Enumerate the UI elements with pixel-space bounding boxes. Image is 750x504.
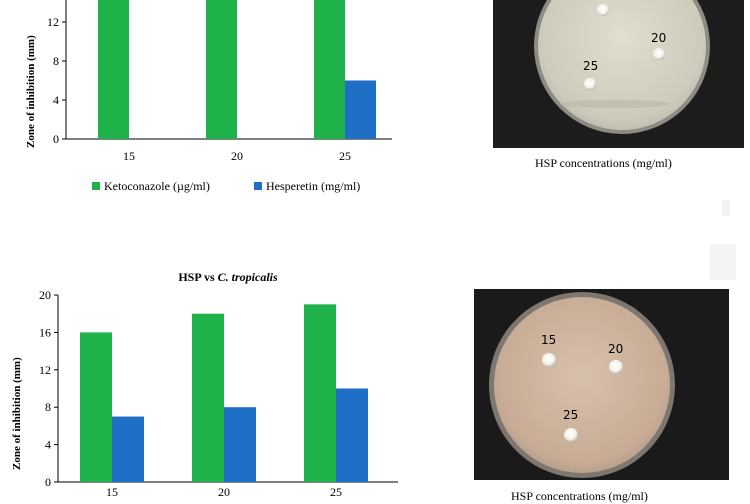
well-label: 15: [541, 333, 556, 347]
well: [609, 360, 623, 374]
petri-dish-agar: [494, 297, 670, 473]
well: [584, 78, 596, 90]
bar-ketoconazole-15: [80, 332, 112, 482]
petri-dish-photo-bottom: 15 20 25: [474, 289, 729, 480]
y-axis-label: Zone of inhibition (mm): [11, 357, 23, 470]
y-tick-label: 0: [53, 132, 59, 146]
y-tick-label: 16: [39, 325, 51, 339]
bar-hesperetin-25: [336, 388, 368, 482]
y-tick-label: 20: [39, 288, 51, 302]
y-tick-label: 12: [47, 15, 59, 29]
petri-dish-photo-top: 20 25: [493, 0, 744, 148]
petri-dish-agar: [538, 0, 706, 130]
x-tick-label: 25: [339, 149, 351, 163]
well: [542, 353, 556, 367]
x-tick-label: 15: [123, 149, 135, 163]
y-tick-label: 4: [45, 438, 51, 452]
bar-hesperetin-25: [345, 80, 376, 139]
background-smudge: [722, 200, 730, 216]
bar-hesperetin-15: [112, 416, 144, 482]
bar-ketoconazole-15: [98, 0, 129, 139]
bar-ketoconazole-20: [192, 313, 224, 482]
legend-swatch-ketoconazole: [92, 182, 100, 190]
well: [564, 428, 578, 442]
photo-caption: HSP concentrations (mg/ml): [535, 156, 672, 170]
legend: Ketoconazole (µg/ml) Hesperetin (mg/ml): [92, 179, 360, 193]
y-axis-label: Zone of inhibition (mm): [25, 35, 37, 148]
well-label: 25: [583, 59, 598, 73]
y-tick-label: 8: [53, 54, 59, 68]
legend-swatch-hesperetin: [254, 182, 262, 190]
x-tick-label: 25: [330, 485, 342, 499]
chart-title: HSP vs C. tropicalis: [178, 270, 278, 284]
well: [597, 4, 609, 16]
legend-label-hesperetin: Hesperetin (mg/ml): [266, 179, 360, 193]
chart-hsp-vs-c-tropicalis: HSP vs C. tropicalis Zone of inhibition …: [11, 270, 398, 499]
bar-hesperetin-20: [224, 407, 256, 482]
y-tick-label: 0: [45, 475, 51, 489]
well-label: 20: [651, 31, 666, 45]
well: [653, 48, 665, 60]
well-label: 25: [563, 408, 578, 422]
y-tick-label: 8: [45, 400, 51, 414]
well-label: 20: [608, 342, 623, 356]
legend-label-ketoconazole: Ketoconazole (µg/ml): [104, 179, 210, 193]
y-tick-label: 4: [53, 93, 59, 107]
background-smudge: [710, 244, 736, 280]
x-tick-label: 20: [218, 485, 230, 499]
x-tick-label: 15: [106, 485, 118, 499]
photo-caption: HSP concentrations (mg/ml): [511, 489, 648, 503]
agar-streak: [560, 100, 670, 108]
y-tick-label: 12: [39, 363, 51, 377]
bar-ketoconazole-25: [304, 304, 336, 482]
x-tick-label: 20: [231, 149, 243, 163]
bar-ketoconazole-20: [206, 0, 237, 139]
bar-ketoconazole-25: [314, 0, 345, 139]
